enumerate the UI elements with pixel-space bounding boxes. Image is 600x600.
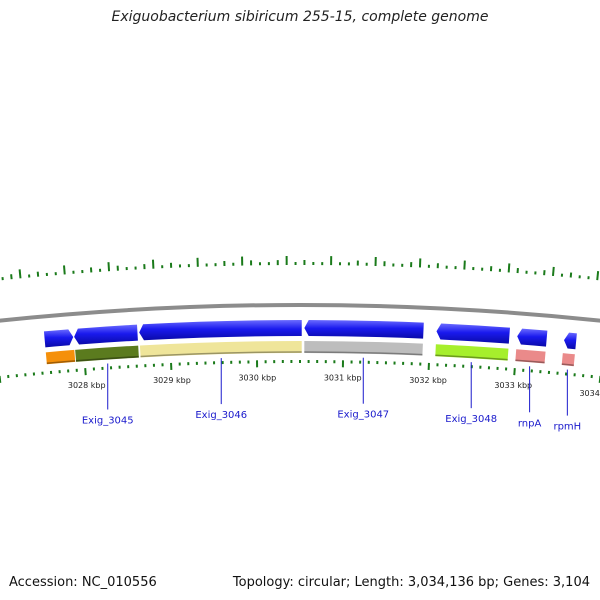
gene-labels: Exig_3045 Exig_3046 Exig_3047 Exig_3048 rnpA…: [82, 357, 581, 433]
gc-tick: [551, 266, 555, 277]
gene-label[interactable]: Exig_3048: [445, 414, 497, 425]
cog-band-edge: [515, 359, 545, 364]
scale-ticks: 3028 kbp 3029 kbp 3030 kbp 3031 kbp 3032 kbp…: [0, 360, 600, 398]
gene-label[interactable]: Exig_3046: [195, 410, 247, 421]
kbp-label: 3031 kbp: [324, 373, 362, 382]
gene-arrow-g4[interactable]: [304, 320, 424, 339]
cog-band-edge: [561, 363, 574, 366]
cog-band-g5: [435, 344, 509, 361]
gene-arrow-g3[interactable]: [139, 320, 302, 341]
cog-band-g4: [304, 341, 423, 356]
gc-tick: [596, 271, 600, 281]
gene-track: [43, 320, 577, 350]
cog-band-g7: [561, 353, 575, 367]
gene-arrow-g1[interactable]: [43, 329, 74, 348]
gc-tick: [18, 269, 22, 279]
backbone-circle: [0, 303, 600, 323]
gc-tick: [63, 265, 66, 275]
cog-band-g6: [515, 349, 546, 364]
cog-band-edge: [435, 354, 508, 361]
gene-arrow-g7[interactable]: [564, 332, 577, 350]
kbp-label: 3033 kbp: [494, 381, 532, 390]
kbp-label: 3034 kbp: [579, 389, 600, 398]
gene-label[interactable]: Exig_3045: [82, 416, 134, 427]
scale-tick: [513, 368, 516, 376]
cog-band-edge: [46, 360, 76, 365]
gc-skew-track: [1, 256, 600, 281]
gene-label[interactable]: Exig_3047: [337, 410, 389, 421]
map-title: Exiguobacterium sibiricum 255-15, comple…: [111, 9, 489, 25]
cog-band-edge: [140, 351, 302, 358]
gc-tick: [463, 260, 466, 270]
cog-band-edge: [75, 355, 139, 362]
cog-color-ring: [45, 341, 575, 367]
topology-text: Topology: circular; Length: 3,034,136 bp…: [232, 575, 590, 590]
accession-text: Accession: NC_010556: [9, 575, 157, 590]
gc-tick: [507, 263, 511, 273]
gc-tick: [107, 262, 111, 272]
cog-band-g2: [75, 345, 139, 362]
kbp-label: 3032 kbp: [409, 376, 447, 385]
gene-arrow-g5[interactable]: [436, 323, 510, 344]
cog-band-edge: [304, 351, 423, 356]
genome-backbone: [0, 303, 600, 323]
kbp-label: 3029 kbp: [153, 376, 191, 385]
gene-label[interactable]: rpmH: [553, 422, 581, 433]
scale-tick: [84, 368, 87, 376]
gene-arrow-g2[interactable]: [74, 324, 138, 345]
kbp-label: 3030 kbp: [238, 373, 276, 382]
gene-arrow-g6[interactable]: [517, 328, 548, 347]
cog-band-g1: [45, 349, 76, 365]
cog-band-g3: [139, 341, 302, 358]
kbp-label: 3028 kbp: [68, 381, 106, 390]
gene-label[interactable]: rnpA: [518, 418, 542, 429]
